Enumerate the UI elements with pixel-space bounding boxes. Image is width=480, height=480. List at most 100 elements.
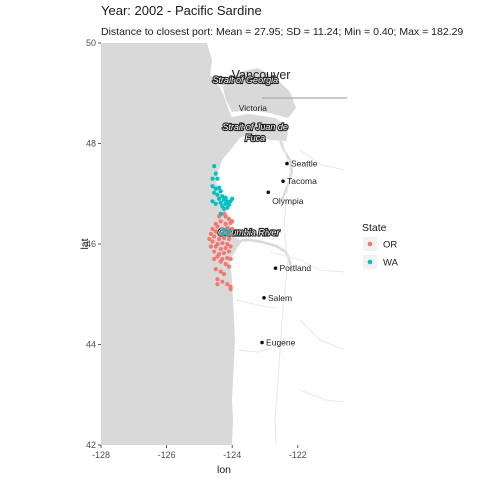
point-or (216, 236, 222, 242)
city-dot (260, 340, 264, 345)
point-wa (226, 229, 232, 234)
point-or (218, 269, 223, 274)
water-label: Fuca (245, 133, 265, 143)
point-wa (218, 200, 223, 205)
legend: State OR WA (362, 222, 399, 269)
point-wa (213, 171, 218, 176)
legend-title: State (362, 222, 387, 234)
x-tick-label: -122 (289, 450, 307, 460)
city-label-vancouver: Vancouver (232, 68, 291, 82)
georgia-strait-water (222, 68, 296, 118)
point-wa (218, 189, 223, 194)
point-wa (220, 231, 225, 237)
point-wa (223, 201, 228, 206)
point-wa (210, 184, 215, 189)
city-dot (266, 190, 271, 195)
point-or (223, 214, 228, 219)
puget-sound-water (278, 140, 294, 201)
point-or (223, 221, 228, 226)
x-axis: -128 -126 -124 -122 (92, 445, 307, 460)
city-dot (262, 295, 266, 300)
point-or (221, 235, 227, 241)
x-axis-label: lon (217, 464, 231, 476)
point-or (218, 246, 223, 252)
city-label-olympia: Olympia (272, 196, 303, 206)
point-or (212, 234, 217, 239)
point-or (223, 262, 228, 267)
point-wa (216, 196, 222, 201)
water-label: Strait of Juan de (222, 122, 288, 132)
point-or (210, 226, 215, 232)
legend-label-wa: WA (383, 258, 399, 269)
point-wa (213, 201, 218, 206)
y-tick-label: 50 (86, 38, 96, 48)
point-or (215, 282, 220, 287)
point-or (226, 249, 232, 254)
point-or (226, 236, 232, 242)
point-or (213, 267, 218, 272)
point-or (226, 264, 232, 269)
point-or (225, 241, 230, 247)
city-layer: Seattle Tacoma Olympia Portland Salem Eugene V… (232, 68, 318, 347)
chart-subtitle: Distance to closest port: Mean = 27.95; … (101, 26, 463, 38)
point-wa (230, 196, 235, 201)
point-or (220, 279, 225, 284)
city-label-salem: Salem (268, 293, 292, 303)
water-label: Strait of Georgia (213, 75, 279, 85)
point-wa (212, 190, 217, 195)
city-label-seattle: Seattle (291, 159, 318, 169)
x-tick-label: -128 (92, 450, 110, 460)
point-or (210, 239, 215, 244)
point-or (218, 219, 223, 224)
columbia-river (235, 238, 294, 273)
point-or (226, 216, 232, 221)
point-or (212, 249, 217, 254)
point-or (213, 244, 218, 249)
point-or (213, 221, 218, 226)
point-or (215, 277, 220, 282)
point-or (208, 244, 213, 249)
legend-swatch-wa (367, 259, 373, 265)
point-or (230, 219, 235, 224)
point-or (220, 240, 225, 246)
city-dot (273, 266, 278, 270)
point-wa (221, 197, 227, 202)
y-axis-label: lat (79, 238, 91, 249)
point-or (228, 244, 233, 249)
map-panel: Seattle Tacoma Olympia Portland Salem Eugene V… (101, 43, 347, 446)
point-wa (210, 199, 215, 204)
point-wa (221, 206, 227, 211)
point-or (218, 259, 223, 264)
point-or (221, 272, 227, 277)
x-tick-label: -126 (158, 450, 176, 460)
point-wa (213, 186, 218, 191)
data-points (207, 164, 235, 292)
point-wa (212, 164, 217, 169)
legend-label-or: OR (383, 240, 397, 251)
ocean-area (101, 43, 288, 445)
point-wa (215, 176, 220, 181)
point-wa (218, 211, 223, 216)
chart-title: Year: 2002 - Pacific Sardine (101, 3, 262, 18)
city-label-portland: Portland (279, 263, 311, 273)
point-wa (225, 205, 230, 210)
city-label-eugene: Eugene (266, 337, 296, 347)
x-tick-label: -124 (223, 450, 241, 460)
y-tick-label: 46 (86, 239, 96, 249)
point-or (215, 254, 220, 259)
point-or (225, 225, 230, 231)
city-label-tacoma: Tacoma (287, 176, 317, 186)
roads (235, 139, 346, 446)
point-or (221, 250, 227, 256)
point-or (230, 226, 235, 232)
y-tick-label: 44 (86, 340, 96, 350)
y-axis: 42 44 46 48 50 (86, 38, 101, 450)
point-or (223, 245, 228, 251)
point-wa (216, 185, 222, 190)
point-or (208, 231, 213, 237)
point-wa (210, 176, 215, 181)
point-wa (220, 194, 225, 199)
point-or (225, 282, 230, 287)
point-wa (221, 227, 227, 233)
